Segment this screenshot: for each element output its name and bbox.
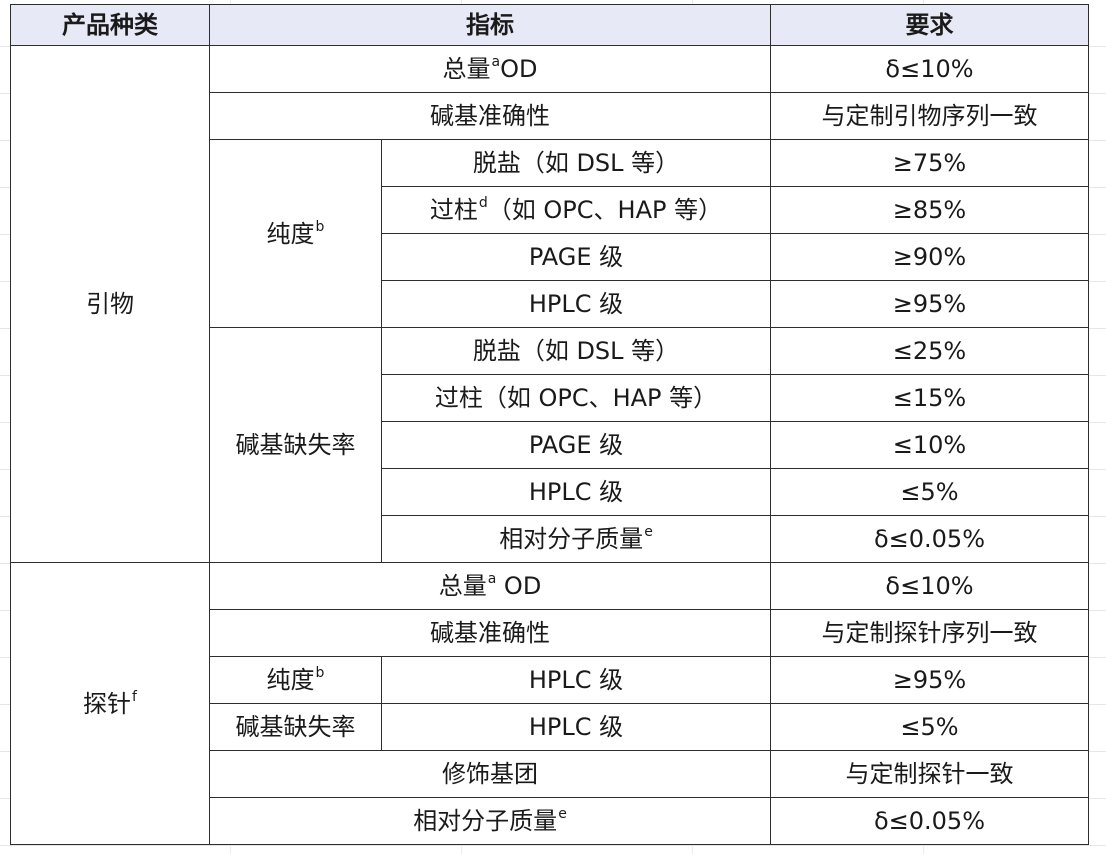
- oligo-spec-table: 产品种类 指标 要求 引物 总量aOD δ≤10% 碱基准确性 与定制引物序列一…: [10, 4, 1089, 845]
- indicator-base-accuracy: 碱基准确性: [209, 609, 771, 657]
- table-row: 相对分子质量e δ≤0.05%: [11, 797, 1089, 845]
- requirement-cell: ≥90%: [770, 233, 1089, 281]
- sub-indicator-cell: PAGE 级: [381, 233, 771, 281]
- sub-indicator-cell: 脱盐（如 DSL 等）: [381, 139, 771, 187]
- indicator-modification: 修饰基团: [209, 750, 771, 798]
- table-row: 碱基缺失率 脱盐（如 DSL 等） ≤25%: [11, 327, 1089, 563]
- requirement-cell: 与定制探针一致: [770, 750, 1089, 798]
- indicator-total-od: 总量a OD: [209, 562, 771, 610]
- indicator-purity: 纯度b: [209, 656, 382, 704]
- table-row: 纯度b 脱盐（如 DSL 等） ≥75%: [11, 139, 1089, 328]
- indicator-purity: 纯度b: [209, 139, 382, 328]
- indicator-total-od: 总量aOD: [209, 45, 771, 93]
- indicator-base-accuracy: 碱基准确性: [209, 92, 771, 140]
- header-requirement: 要求: [770, 4, 1089, 46]
- sub-indicator-cell: PAGE 级: [381, 421, 771, 469]
- category-probe: 探针f: [10, 562, 210, 845]
- requirement-cell: ≤5%: [770, 703, 1089, 751]
- table-row: HPLC 级 ≤5%: [11, 468, 1089, 516]
- requirement-cell: ≤25%: [770, 327, 1089, 375]
- requirement-cell: ≤5%: [770, 468, 1089, 516]
- table-row: 修饰基团 与定制探针一致: [11, 750, 1089, 798]
- category-primer: 引物: [10, 45, 210, 563]
- table-row: 相对分子质量e δ≤0.05%: [11, 515, 1089, 563]
- indicator-base-deletion: 碱基缺失率: [209, 327, 382, 563]
- requirement-cell: δ≤0.05%: [770, 515, 1089, 563]
- indicator-molecular-mass: 相对分子质量e: [209, 797, 771, 845]
- table-row: 探针f 总量a OD δ≤10%: [10, 562, 1089, 845]
- table-row: 过柱（如 OPC、HAP 等） ≤15%: [11, 374, 1089, 422]
- sub-indicator-cell: HPLC 级: [381, 703, 771, 751]
- sub-indicator-cell: HPLC 级: [381, 656, 771, 704]
- sub-indicator-cell: 过柱（如 OPC、HAP 等）: [381, 374, 771, 422]
- sub-indicator-cell: 过柱d（如 OPC、HAP 等）: [381, 186, 771, 234]
- header-category: 产品种类: [10, 4, 210, 46]
- requirement-cell: 与定制引物序列一致: [770, 92, 1089, 140]
- requirement-cell: ≥85%: [770, 186, 1089, 234]
- table-row: 引物 总量aOD δ≤10%: [10, 45, 1089, 563]
- table-row: 纯度b HPLC 级 ≥95%: [11, 656, 1089, 704]
- sub-indicator-cell: HPLC 级: [381, 468, 771, 516]
- sub-indicator-cell: HPLC 级: [381, 280, 771, 328]
- indicator-base-deletion: 碱基缺失率: [209, 703, 382, 751]
- requirement-cell: δ≤0.05%: [770, 797, 1089, 845]
- table-row: PAGE 级 ≤10%: [11, 421, 1089, 469]
- header-row: 产品种类 指标 要求: [10, 4, 1089, 46]
- requirement-cell: ≤15%: [770, 374, 1089, 422]
- sub-indicator-cell: 脱盐（如 DSL 等）: [381, 327, 771, 375]
- requirement-cell: δ≤10%: [770, 45, 1089, 93]
- indicator-molecular-mass: 相对分子质量e: [381, 515, 771, 563]
- requirement-cell: δ≤10%: [770, 562, 1089, 610]
- requirement-cell: 与定制探针序列一致: [770, 609, 1089, 657]
- table-row: HPLC 级 ≥95%: [11, 280, 1089, 328]
- requirement-cell: ≥95%: [770, 656, 1089, 704]
- requirement-cell: ≤10%: [770, 421, 1089, 469]
- header-indicator: 指标: [209, 4, 771, 46]
- requirement-cell: ≥95%: [770, 280, 1089, 328]
- requirement-cell: ≥75%: [770, 139, 1089, 187]
- table-row: PAGE 级 ≥90%: [11, 233, 1089, 281]
